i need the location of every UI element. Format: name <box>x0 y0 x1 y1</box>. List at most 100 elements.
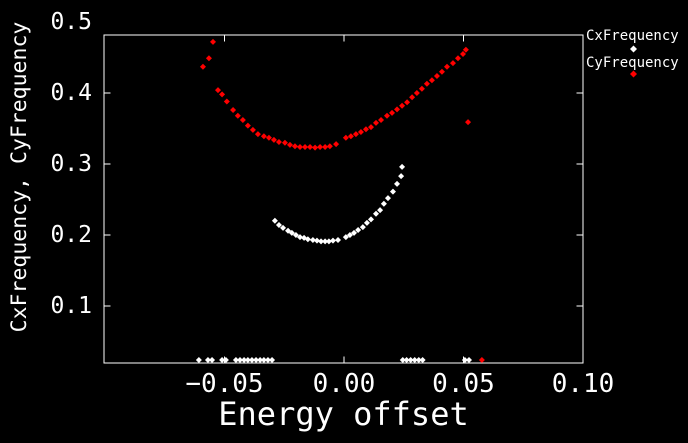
legend-marker-cyfrequency <box>630 70 637 78</box>
plot-frame <box>103 34 584 364</box>
data-point-cxfrequency <box>351 229 358 236</box>
data-point-cyfrequency <box>205 55 212 62</box>
data-point-cxfrequency <box>296 234 303 241</box>
data-point-cyfrequency <box>389 109 396 116</box>
data-point-cyfrequency <box>423 80 430 87</box>
data-point-cxfrequency <box>389 188 396 195</box>
data-point-cxfrequency <box>461 356 468 363</box>
data-point-cyfrequency <box>413 90 420 97</box>
data-point-cxfrequency <box>322 238 329 245</box>
data-point-cyfrequency <box>275 138 282 145</box>
data-point-cyfrequency <box>478 356 485 363</box>
legend-marker-cxfrequency <box>630 45 637 53</box>
data-point-cxfrequency <box>380 200 387 207</box>
x-tick-label: −0.05 <box>185 369 263 399</box>
data-point-cxfrequency <box>465 356 472 363</box>
axis-ticks <box>104 35 584 363</box>
data-point-cyfrequency <box>312 144 319 151</box>
y-axis-title: CxFrequency, CyFrequency <box>7 22 32 333</box>
data-point-cyfrequency <box>244 122 251 129</box>
data-point-cyfrequency <box>265 134 272 141</box>
data-point-cyfrequency <box>428 77 435 84</box>
data-point-cxfrequency <box>269 356 276 363</box>
data-point-cyfrequency <box>286 141 293 148</box>
data-point-cyfrequency <box>367 124 374 131</box>
data-point-cxfrequency <box>219 356 226 363</box>
data-point-cxfrequency <box>260 356 267 363</box>
data-point-cxfrequency <box>399 163 406 170</box>
data-point-cxfrequency <box>204 356 211 363</box>
data-point-cxfrequency <box>264 356 271 363</box>
data-point-cyfrequency <box>462 46 469 53</box>
data-point-cxfrequency <box>399 356 406 363</box>
data-point-cxfrequency <box>342 234 349 241</box>
data-point-cyfrequency <box>357 129 364 136</box>
data-point-cxfrequency <box>232 356 239 363</box>
data-point-cxfrequency <box>292 231 299 238</box>
data-point-cxfrequency <box>355 227 362 234</box>
data-point-cxfrequency <box>415 356 422 363</box>
data-point-cyfrequency <box>296 143 303 150</box>
data-point-cxfrequency <box>313 237 320 244</box>
data-point-cxfrequency <box>280 224 287 231</box>
data-point-cyfrequency <box>362 126 369 133</box>
data-point-cyfrequency <box>219 91 226 98</box>
data-point-cyfrequency <box>460 50 467 57</box>
data-point-cyfrequency <box>234 112 241 119</box>
data-point-cxfrequency <box>373 210 380 217</box>
data-points <box>195 38 485 363</box>
data-point-cyfrequency <box>307 143 314 150</box>
data-point-cyfrequency <box>317 143 324 150</box>
data-point-cyfrequency <box>438 68 445 75</box>
data-point-cxfrequency <box>335 236 342 243</box>
data-point-cyfrequency <box>342 134 349 141</box>
data-point-cyfrequency <box>373 119 380 126</box>
data-point-cxfrequency <box>407 356 414 363</box>
y-tick-label: 0.4 <box>50 80 92 106</box>
data-point-cyfrequency <box>384 112 391 119</box>
data-point-cxfrequency <box>377 207 384 214</box>
data-point-cxfrequency <box>288 229 295 236</box>
data-point-cyfrequency <box>215 87 222 94</box>
data-point-cyfrequency <box>199 63 206 70</box>
legend: CxFrequency CyFrequency <box>586 28 679 78</box>
data-point-cyfrequency <box>249 126 256 133</box>
data-point-cyfrequency <box>454 55 461 62</box>
data-point-cyfrequency <box>322 143 329 150</box>
x-tick-label: 0.00 <box>313 369 376 399</box>
data-point-cyfrequency <box>347 133 354 140</box>
data-point-cxfrequency <box>318 238 325 245</box>
y-tick-label: 0.1 <box>50 293 92 319</box>
y-tick-label: 0.3 <box>50 151 92 177</box>
data-point-cxfrequency <box>367 216 374 223</box>
data-point-cxfrequency <box>384 195 391 202</box>
legend-label-cxfrequency: CxFrequency <box>586 28 679 44</box>
data-point-cxfrequency <box>329 237 336 244</box>
data-point-cxfrequency <box>257 356 264 363</box>
data-point-cxfrequency <box>359 224 366 231</box>
data-point-cxfrequency <box>237 356 244 363</box>
data-point-cxfrequency <box>325 238 332 245</box>
data-point-cxfrequency <box>253 356 260 363</box>
data-point-cyfrequency <box>399 102 406 109</box>
data-point-cxfrequency <box>304 236 311 243</box>
data-point-cxfrequency <box>244 356 251 363</box>
data-point-cyfrequency <box>230 107 237 114</box>
data-point-cxfrequency <box>403 356 410 363</box>
y-tick-label: 0.2 <box>50 222 92 248</box>
data-point-cxfrequency <box>363 219 370 226</box>
data-point-cyfrequency <box>449 60 456 67</box>
data-point-cxfrequency <box>275 222 282 229</box>
data-point-cyfrequency <box>394 106 401 113</box>
data-point-cxfrequency <box>394 180 401 187</box>
data-point-cyfrequency <box>209 38 216 45</box>
data-point-cyfrequency <box>378 116 385 123</box>
data-point-cyfrequency <box>352 131 359 138</box>
x-tick-label: 0.05 <box>432 369 495 399</box>
tick-labels: −0.05 0.00 0.05 0.10 0.1 0.2 0.3 0.4 0.5 <box>50 9 614 399</box>
y-tick-label: 0.5 <box>50 9 92 35</box>
data-point-cxfrequency <box>248 356 255 363</box>
data-point-cyfrequency <box>254 131 261 138</box>
